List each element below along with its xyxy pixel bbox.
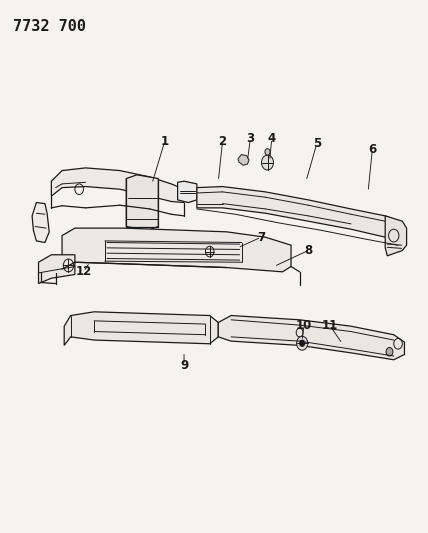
Circle shape <box>265 149 270 155</box>
Circle shape <box>386 348 393 356</box>
Polygon shape <box>238 155 249 165</box>
Polygon shape <box>178 181 197 203</box>
Polygon shape <box>218 316 404 360</box>
Polygon shape <box>197 187 402 241</box>
Text: 4: 4 <box>268 132 276 145</box>
Text: 11: 11 <box>321 319 338 332</box>
Text: 7732 700: 7732 700 <box>13 19 86 34</box>
Text: 6: 6 <box>368 143 377 156</box>
Text: 10: 10 <box>296 319 312 332</box>
Polygon shape <box>64 312 218 345</box>
Circle shape <box>300 340 305 346</box>
Text: 9: 9 <box>180 359 188 372</box>
Polygon shape <box>39 255 75 284</box>
Polygon shape <box>126 175 158 230</box>
Text: 3: 3 <box>247 132 254 145</box>
Text: 2: 2 <box>219 135 226 148</box>
Polygon shape <box>51 168 184 203</box>
Circle shape <box>297 336 308 350</box>
Text: 12: 12 <box>75 265 92 278</box>
Circle shape <box>262 155 273 170</box>
Text: 8: 8 <box>304 244 312 257</box>
Text: 5: 5 <box>312 138 321 150</box>
Polygon shape <box>62 228 291 272</box>
Text: 1: 1 <box>161 135 169 148</box>
Text: 7: 7 <box>257 231 265 244</box>
Polygon shape <box>32 203 49 243</box>
Polygon shape <box>385 216 407 256</box>
